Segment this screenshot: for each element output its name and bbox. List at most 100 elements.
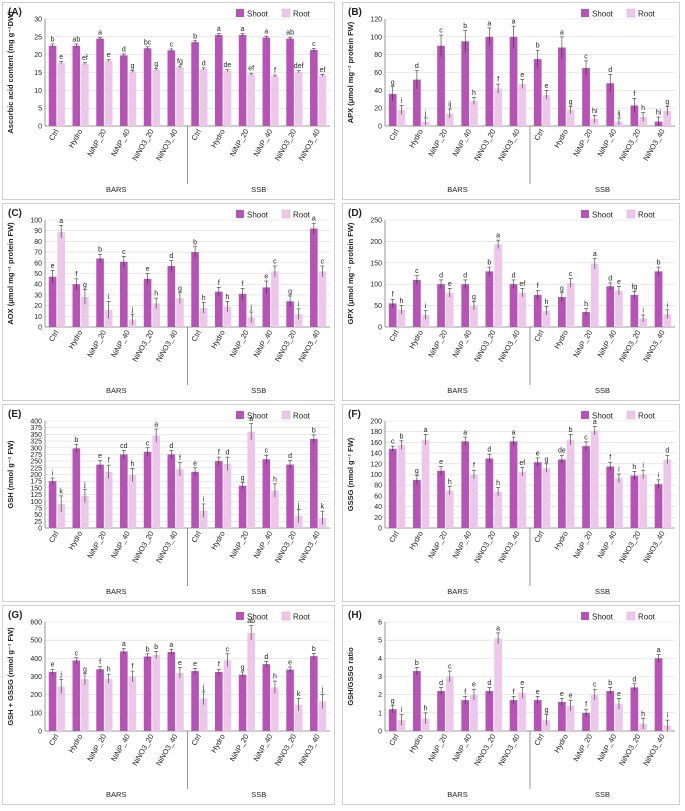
shoot-bar bbox=[48, 45, 57, 126]
chart-svg: (D) Shoot Root 0 50 100 150 200 250 GPX (μmol mg⁻… bbox=[346, 208, 675, 395]
legend-shoot-label: Shoot bbox=[247, 211, 269, 220]
y-tick-label: 60 bbox=[374, 70, 382, 77]
x-tick-label: NiNO3_40 bbox=[297, 329, 322, 364]
y-tick-label: 30 bbox=[34, 292, 42, 299]
shoot-significance-letter: e bbox=[560, 691, 564, 698]
legend: Shoot Root bbox=[236, 209, 311, 220]
x-tick-label: Ctrl bbox=[189, 328, 203, 343]
y-tick-label: 80 bbox=[374, 483, 382, 490]
root-bar bbox=[81, 297, 89, 327]
panel-label: (G) bbox=[8, 610, 22, 621]
shoot-significance-letter: f bbox=[218, 662, 220, 669]
root-significance-letter: c bbox=[593, 682, 597, 689]
shoot-bar bbox=[72, 45, 81, 126]
y-tick-label: 200 bbox=[30, 692, 42, 699]
shoot-significance-letter: a bbox=[241, 26, 245, 33]
shoot-significance-letter: a bbox=[312, 216, 316, 223]
y-tick-label: 1 bbox=[378, 710, 382, 717]
x-tick-label: Ctrl bbox=[189, 732, 203, 747]
shoot-significance-letter: b bbox=[415, 660, 419, 667]
x-tick-label: Ctrl bbox=[387, 328, 401, 343]
shoot-significance-letter: ab bbox=[72, 36, 80, 43]
x-tick-label: NiNO3_20 bbox=[617, 530, 642, 565]
y-tick-label: 150 bbox=[370, 260, 382, 267]
chart-panel-1: (A) Shoot Root 0 5 10 15 20 25 30 Ascorbic acid co… bbox=[2, 2, 335, 200]
x-tick-label: NiNP_20 bbox=[228, 733, 251, 763]
root-significance-letter: i bbox=[667, 713, 669, 720]
y-tick-label: 90 bbox=[34, 228, 42, 235]
y-tick-label: 200 bbox=[30, 472, 42, 479]
shoot-bar bbox=[582, 446, 590, 528]
y-tick-label: 250 bbox=[30, 459, 42, 466]
root-significance-letter: e bbox=[520, 72, 524, 79]
root-bar bbox=[445, 113, 454, 126]
root-significance-letter: f bbox=[108, 458, 110, 465]
shoot-significance-letter: g bbox=[241, 475, 245, 482]
root-significance-letter: g bbox=[154, 61, 158, 68]
shoot-bar bbox=[461, 284, 470, 327]
legend-root-swatch bbox=[281, 209, 291, 219]
shoot-bar bbox=[286, 669, 294, 731]
y-axis-label: GPX (μmol mg⁻¹ protein FW) bbox=[346, 222, 355, 324]
x-tick-label: NiNO3_20 bbox=[273, 733, 298, 768]
x-tick-label: NiNO3_20 bbox=[130, 733, 155, 768]
x-tick-label: NiNP_20 bbox=[85, 530, 108, 560]
shoot-significance-letter: b bbox=[51, 36, 55, 43]
root-significance-letter: ab bbox=[247, 618, 255, 625]
root-significance-letter: e bbox=[178, 660, 182, 667]
shoot-significance-letter: b bbox=[487, 260, 491, 267]
shoot-bar bbox=[388, 448, 397, 528]
shoot-significance-letter: d bbox=[608, 275, 612, 282]
root-significance-letter: d bbox=[202, 60, 206, 67]
root-bar bbox=[470, 305, 478, 327]
x-tick-label: NiNP_40 bbox=[451, 530, 474, 560]
shoot-significance-letter: d bbox=[415, 63, 419, 70]
root-significance-letter: b bbox=[154, 644, 158, 651]
root-significance-letter: i bbox=[401, 707, 403, 714]
x-tick-label: NiNO3_40 bbox=[154, 530, 179, 565]
root-significance-letter: j bbox=[249, 305, 252, 312]
chart-svg: (B) Shoot Root 0 20 40 60 80 100 120 APX (μmol mg⁻… bbox=[346, 7, 675, 194]
group-label-bars: BARS bbox=[447, 587, 467, 596]
shoot-significance-letter: de bbox=[558, 448, 566, 455]
x-tick-label: NiNO3_20 bbox=[472, 128, 497, 163]
shoot-significance-letter: d bbox=[288, 453, 292, 460]
root-bar bbox=[639, 318, 647, 327]
shoot-bar bbox=[533, 700, 542, 731]
legend: Shoot Root bbox=[236, 410, 311, 421]
shoot-bar bbox=[461, 41, 470, 126]
legend: Shoot Root bbox=[236, 611, 311, 622]
x-tick-label: NiNP_40 bbox=[596, 733, 619, 763]
shoot-bar bbox=[310, 438, 318, 528]
y-tick-label: 70 bbox=[34, 250, 42, 257]
shoot-significance-letter: f bbox=[464, 689, 466, 696]
shoot-significance-letter: f bbox=[392, 292, 394, 299]
shoot-bar bbox=[96, 258, 104, 327]
shoot-bar bbox=[413, 279, 421, 327]
legend-shoot-swatch bbox=[236, 612, 244, 620]
y-tick-label: 120 bbox=[370, 17, 382, 24]
root-bar bbox=[397, 445, 406, 528]
root-bar bbox=[615, 703, 623, 731]
chart-svg: (E) Shoot Root 0255075100125150175200225250… bbox=[6, 409, 330, 596]
shoot-bar bbox=[654, 484, 663, 528]
shoot-bar bbox=[238, 35, 247, 126]
root-significance-letter: g bbox=[665, 99, 669, 106]
shoot-significance-letter: a bbox=[217, 26, 221, 33]
x-tick-label: NiNP_20 bbox=[571, 128, 594, 158]
x-tick-label: NiNP_40 bbox=[252, 128, 275, 158]
root-significance-letter: f bbox=[179, 455, 181, 462]
y-tick-label: 80 bbox=[34, 239, 42, 246]
group-label-ssb: SSB bbox=[251, 185, 266, 194]
panel-label: (E) bbox=[8, 409, 21, 420]
shoot-significance-letter: e bbox=[51, 662, 55, 669]
legend-root-swatch bbox=[626, 8, 636, 18]
shoot-significance-letter: f bbox=[99, 659, 101, 666]
root-bar bbox=[294, 704, 303, 731]
shoot-bar bbox=[654, 658, 663, 731]
root-bar bbox=[470, 694, 478, 731]
y-tick-label: 75 bbox=[34, 505, 42, 512]
root-significance-letter: i bbox=[618, 466, 620, 473]
shoot-significance-letter: c bbox=[415, 268, 419, 275]
